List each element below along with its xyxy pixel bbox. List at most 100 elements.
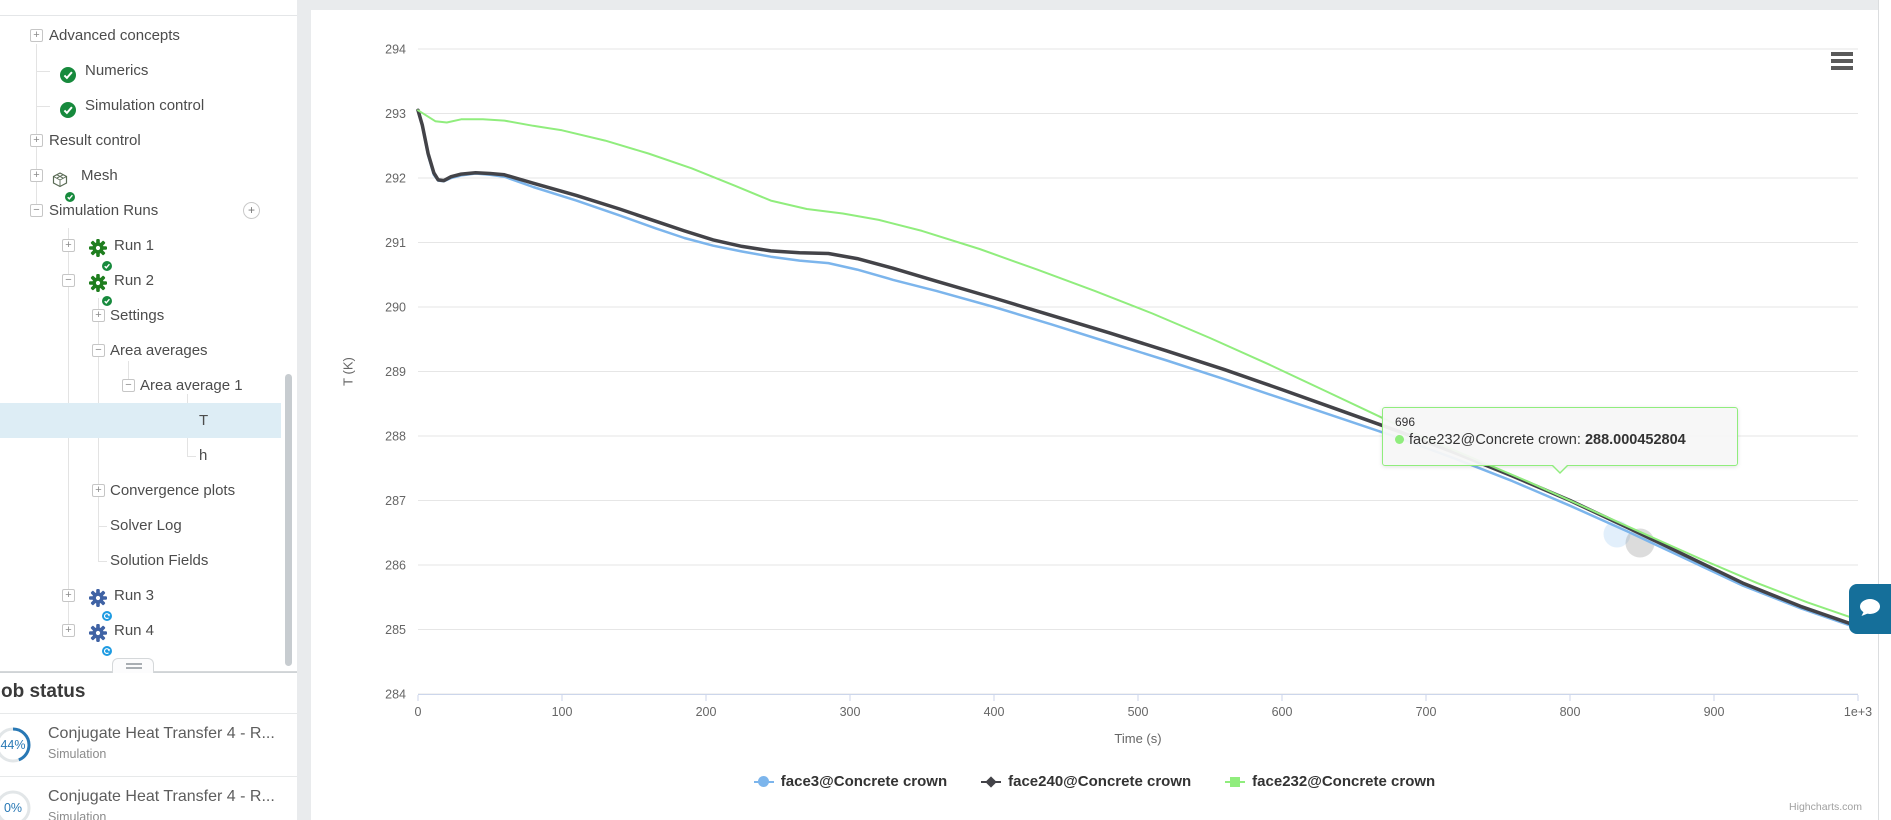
x-tick-label: 0 [415, 705, 422, 719]
job-name: Conjugate Heat Transfer 4 - R... [48, 788, 275, 805]
y-tick-label: 294 [385, 43, 406, 57]
tree-item-run-3[interactable]: + Run 3 [0, 578, 281, 621]
y-tick-label: 288 [385, 430, 406, 444]
job-name: Conjugate Heat Transfer 4 - R... [48, 725, 275, 742]
chat-bubble-icon [1860, 599, 1880, 616]
x-axis-title: Time (s) [1114, 731, 1162, 746]
temperature-chart: 284 285 286 287 288 289 290 291 292 293 294 0 100 200… [311, 10, 1878, 820]
expand-toggle-icon[interactable]: + [62, 624, 75, 637]
tree-item-label: Mesh [81, 167, 118, 184]
chart-panel: 284 285 286 287 288 289 290 291 292 293 294 0 100 200… [311, 10, 1878, 820]
tooltip-x-value: 696 [1395, 415, 1416, 429]
tooltip-value: 288.000452804 [1584, 432, 1686, 448]
collapse-toggle-icon[interactable]: − [30, 204, 43, 217]
tree-guide-stub [98, 561, 107, 562]
tree-item-run-1[interactable]: + Run 1 [0, 228, 281, 271]
y-tick-label: 285 [385, 623, 406, 637]
legend-item-face240[interactable]: face240@Concrete crown [981, 773, 1191, 790]
hamburger-icon [1831, 52, 1857, 70]
panel-resize-handle[interactable] [112, 658, 154, 673]
simulation-tree-panel: + Advanced concepts Numerics Simulation con… [0, 0, 297, 672]
x-tick-label: 700 [1416, 705, 1437, 719]
expand-toggle-icon[interactable]: + [30, 169, 43, 182]
x-tick-label: 1e+3 [1844, 705, 1872, 719]
tree-item-label: Simulation Runs [49, 202, 159, 219]
check-circle-icon [60, 102, 76, 118]
tree-item-label: Convergence plots [110, 482, 236, 499]
tree-item-h[interactable]: h [0, 438, 281, 473]
running-badge-icon [102, 634, 112, 656]
gear-icon [89, 624, 107, 642]
x-tick-label: 900 [1704, 705, 1725, 719]
gear-icon [89, 239, 107, 257]
legend-item-face3[interactable]: face3@Concrete crown [753, 773, 947, 790]
collapse-toggle-icon[interactable]: − [92, 344, 105, 357]
chart-legend: face3@Concrete crown face240@Concrete cr… [311, 773, 1878, 790]
done-badge-icon [102, 284, 112, 306]
tree-item-area-average-1[interactable]: − Area average 1 [0, 368, 281, 403]
tree-item-label: Run 4 [114, 622, 155, 639]
expand-toggle-icon[interactable]: + [62, 589, 75, 602]
job-status-title: ob status [1, 681, 86, 702]
tree-item-settings[interactable]: + Settings [0, 298, 281, 333]
chart-context-menu-button[interactable] [1831, 52, 1857, 76]
collapse-toggle-icon[interactable]: − [122, 379, 135, 392]
running-badge-icon [102, 599, 112, 621]
legend-marker-square-icon [1225, 775, 1246, 789]
add-simulation-run-button[interactable]: + [243, 202, 260, 219]
highcharts-credits[interactable]: Highcharts.com [1789, 801, 1862, 813]
x-tick-label: 100 [552, 705, 573, 719]
collapse-toggle-icon[interactable]: − [62, 274, 75, 287]
tooltip-series-line: face232@Concrete crown: 288.000452804 [1395, 432, 1725, 448]
tree-item-solver-log[interactable]: Solver Log [0, 508, 281, 543]
job-row-1[interactable]: 44% Conjugate Heat Transfer 4 - R... Sim… [0, 713, 297, 776]
expand-toggle-icon[interactable]: + [30, 134, 43, 147]
expand-toggle-icon[interactable]: + [92, 484, 105, 497]
expand-toggle-icon[interactable]: + [62, 239, 75, 252]
tree-item-label: h [199, 447, 208, 464]
chat-button[interactable] [1849, 584, 1891, 634]
legend-item-face232[interactable]: face232@Concrete crown [1225, 773, 1435, 790]
job-row-2[interactable]: 0% Conjugate Heat Transfer 4 - R... Simu… [0, 776, 297, 820]
tree-item-mesh[interactable]: + Mesh [0, 158, 281, 202]
tree-item-run-4[interactable]: + Run 4 [0, 613, 281, 656]
tree-item-label: Area averages [110, 342, 208, 359]
tree-item-t[interactable]: T [0, 403, 281, 438]
tree-item-label: Simulation control [85, 97, 205, 114]
tree-item-area-averages[interactable]: − Area averages [0, 333, 281, 368]
tooltip-series-name: face232@Concrete crown [1409, 432, 1577, 448]
series-line-face232-concrete-crown[interactable] [417, 109, 1859, 621]
tree-item-simulation-runs[interactable]: − Simulation Runs + [0, 193, 281, 228]
chart-tooltip: 696 face232@Concrete crown: 288.00045280… [1382, 407, 1738, 474]
tree-item-run-2[interactable]: − Run 2 [0, 263, 281, 306]
tree-item-advanced-concepts[interactable]: + Advanced concepts [0, 18, 281, 53]
tree-item-numerics[interactable]: Numerics [0, 53, 281, 88]
x-tick-label: 600 [1272, 705, 1293, 719]
gear-icon [89, 274, 107, 292]
tree-item-label: Settings [110, 307, 165, 324]
check-circle-icon [60, 67, 76, 83]
tree-item-label: Solver Log [110, 517, 182, 534]
right-edge-panel [1878, 0, 1891, 820]
expand-toggle-icon[interactable]: + [92, 309, 105, 322]
done-badge-icon [102, 249, 112, 271]
y-axis-title: T (K) [340, 357, 356, 386]
tree-item-convergence-plots[interactable]: + Convergence plots [0, 473, 281, 508]
job-type: Simulation [48, 810, 107, 820]
tree-item-simulation-control[interactable]: Simulation control [0, 88, 281, 123]
tree-guide-stub [187, 456, 196, 457]
tree-item-label: Numerics [85, 62, 149, 79]
y-tick-label: 284 [385, 688, 406, 702]
simulation-tree: + Advanced concepts Numerics Simulation con… [0, 16, 297, 671]
tree-item-result-control[interactable]: + Result control [0, 123, 281, 158]
tree-item-solution-fields[interactable]: Solution Fields [0, 543, 281, 578]
gear-icon [89, 589, 107, 607]
tree-item-label: Result control [49, 132, 141, 149]
progress-percent: 44% [0, 738, 26, 752]
tree-guide-stub [36, 106, 50, 107]
expand-toggle-icon[interactable]: + [30, 29, 43, 42]
job-status-panel: ob status 44% Conjugate Heat Transfer 4 … [0, 658, 297, 820]
tree-scrollbar-thumb[interactable] [285, 374, 292, 666]
tooltip-callout-fill [1552, 464, 1568, 472]
